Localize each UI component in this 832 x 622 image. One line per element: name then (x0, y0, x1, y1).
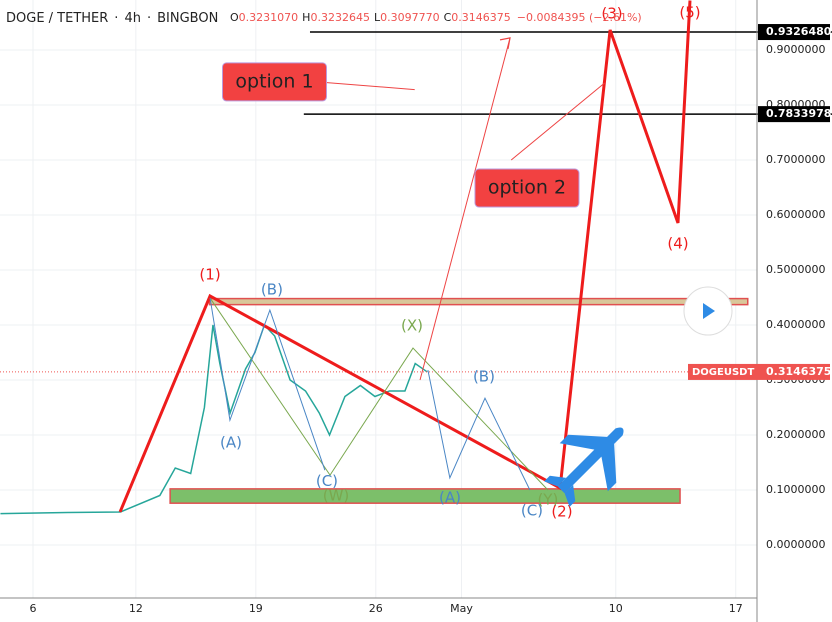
axes: 0.00000000.10000000.20000000.30000000.40… (29, 24, 832, 615)
wave-line (510, 82, 605, 161)
callout-text: option 1 (235, 70, 313, 92)
wave-label: (X) (401, 317, 423, 335)
symbol: DOGE / TETHER (6, 11, 108, 26)
callout-text: option 2 (488, 177, 566, 199)
wave-line (317, 81, 415, 91)
arrow-head (499, 37, 511, 50)
ohlc-value: 0.3097770 (380, 11, 440, 24)
wave-label: (Y) (537, 490, 558, 508)
change: −0.0084395 (−2.61%) (517, 11, 642, 24)
wave-line (209, 297, 326, 471)
wave-label: (3) (601, 5, 622, 23)
y-tick-label: 0.2000000 (766, 428, 826, 441)
wave-label: (A) (439, 489, 461, 507)
wave-line (427, 369, 531, 491)
ohlc-value: 0.3232645 (310, 11, 370, 24)
wave-label: (B) (473, 368, 495, 386)
header: DOGE / TETHER · 4h · BINGBON (6, 11, 218, 26)
ohlc-label: O (230, 11, 239, 24)
hline-tag-bg (758, 24, 830, 41)
sep: · (114, 11, 118, 26)
zone (169, 488, 681, 504)
wave-label: (W) (323, 487, 350, 505)
ohlc-value: 0.3231070 (239, 11, 299, 24)
wave-label: (B) (261, 281, 283, 299)
wave-line (419, 37, 511, 381)
wave-label: (5) (679, 4, 700, 22)
x-tick-label: 17 (729, 602, 743, 615)
play-icon (703, 303, 715, 319)
x-tick-label: 26 (369, 602, 383, 615)
ohlc-label: L (374, 11, 381, 24)
hline-label: 0.7833978 (766, 107, 831, 120)
wave-label: (A) (220, 434, 242, 452)
ohlc-value: 0.3146375 (451, 11, 511, 24)
wave-label: (4) (667, 235, 688, 253)
hline-label: 0.9326480 (766, 25, 832, 38)
ohlc-label: C (444, 11, 452, 24)
x-tick-label: 12 (129, 602, 143, 615)
wave-label: (2) (551, 502, 572, 520)
sep: · (147, 11, 151, 26)
x-tick-label: 10 (609, 602, 623, 615)
y-tick-label: 0.9000000 (766, 43, 826, 56)
x-tick-label: 19 (249, 602, 263, 615)
wave-line (118, 0, 692, 513)
ohlc: O0.3231070 H0.3232645 L0.3097770 C0.3146375… (230, 11, 642, 24)
callout-box (222, 62, 328, 102)
last-price-label: 0.3146375 (766, 365, 831, 378)
wave-label: (C) (316, 472, 338, 490)
wave-label: (1) (199, 265, 220, 283)
wave-label: (C) (521, 501, 543, 519)
symbol-tag: DOGEUSDT (692, 367, 754, 378)
interval: 4h (124, 11, 141, 26)
plot-area: (1)(B)(A)(C)(W)(X)(B)(A)(C)(Y)(2)(3)(4)(… (0, 0, 832, 598)
y-tick-label: 0.7000000 (766, 153, 826, 166)
hline-tag-bg (758, 106, 830, 123)
x-tick-label: May (450, 602, 473, 615)
ohlc-label: H (302, 11, 310, 24)
callout-box (474, 168, 580, 208)
zone (208, 297, 749, 306)
airplane-icon (544, 427, 624, 507)
y-tick-label: 0.4000000 (766, 318, 826, 331)
x-tick-label: 6 (29, 602, 36, 615)
y-tick-label: 0.1000000 (766, 483, 826, 496)
exchange: BINGBON (157, 11, 218, 26)
y-tick-label: 0.6000000 (766, 208, 826, 221)
y-tick-label: 0.5000000 (766, 263, 826, 276)
wave-line (209, 297, 549, 491)
y-tick-label: 0.0000000 (766, 538, 826, 551)
price-tag-bg (688, 363, 830, 380)
